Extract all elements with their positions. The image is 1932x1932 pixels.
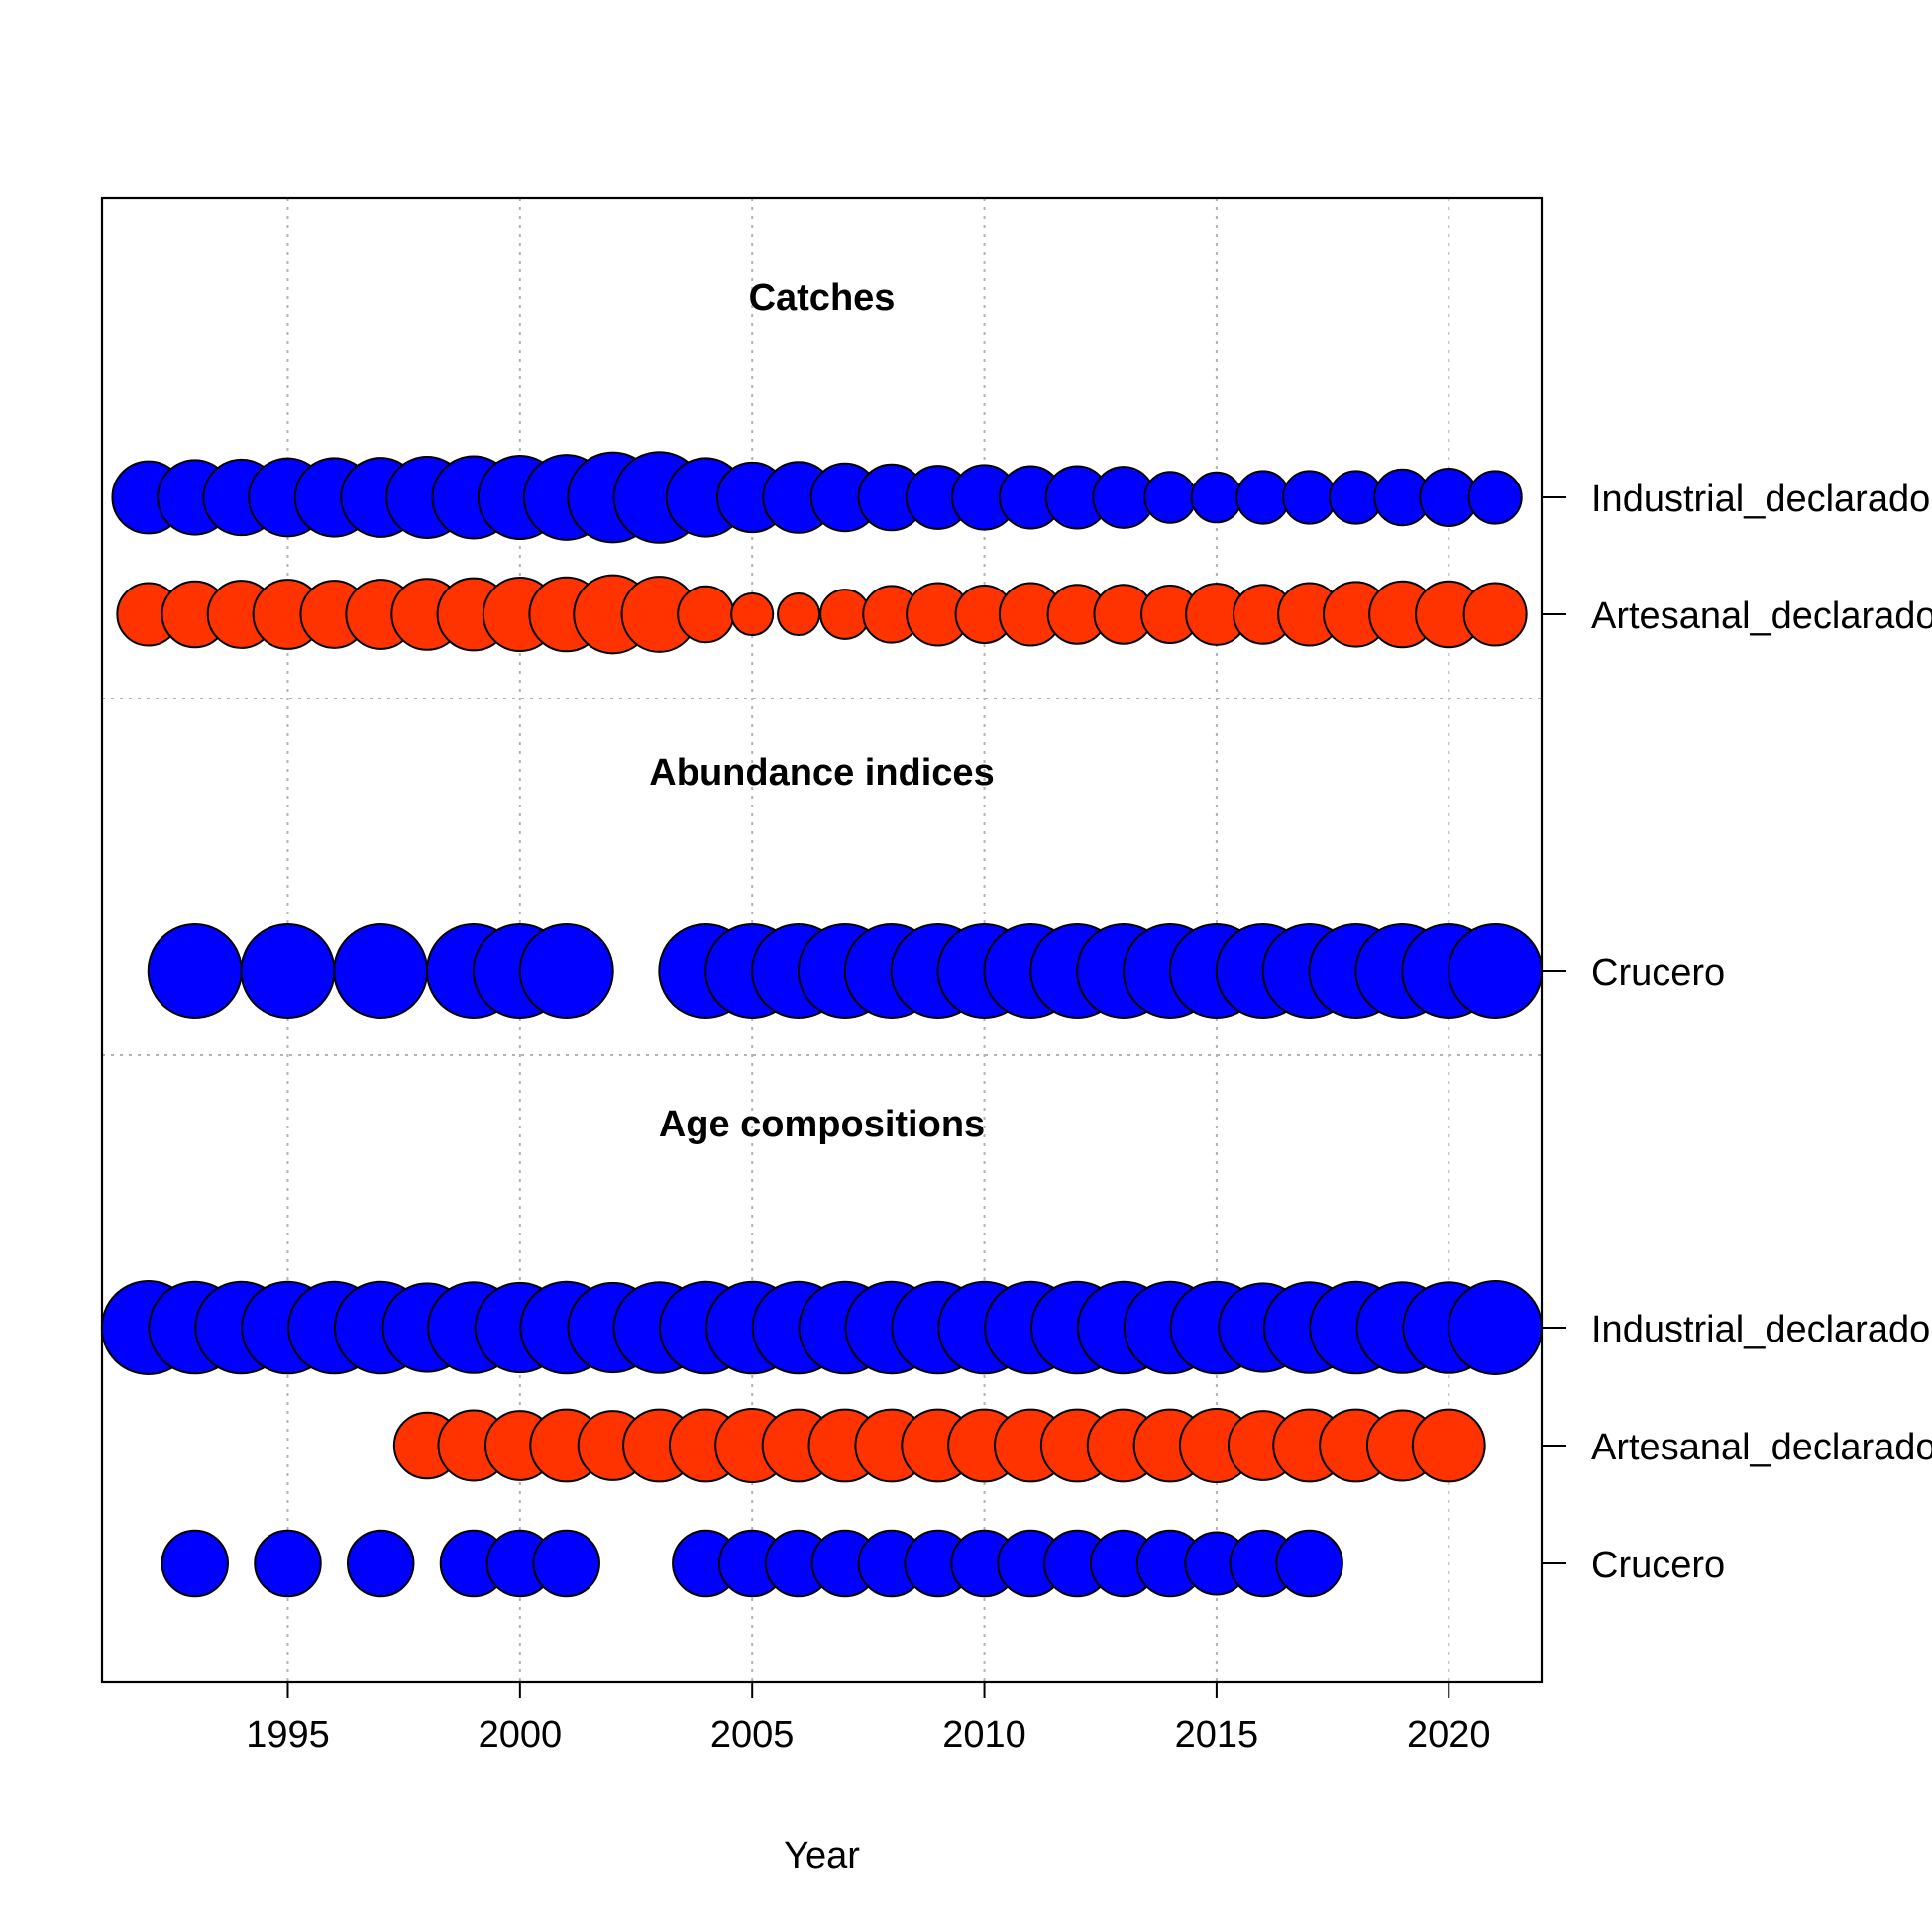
plot-frame [100,196,1544,1684]
bubble-Artesanal_declarado-2020 [1411,1408,1486,1483]
panel-title-1: Catches [749,277,896,319]
bubble-Artesanal_declarado-2005 [730,591,775,637]
x-axis: 1995 2000 2005 2010 2015 2020 [246,1682,1491,1756]
bubble-Crucero-2021 [1448,923,1544,1019]
bubbles [100,451,1544,1598]
x-tick-label-2020: 2020 [1407,1714,1491,1756]
bubble-Artesanal_declarado-2006 [777,591,821,637]
y-tick-label-Artesanal_declarado: Artesanal_declarado [1591,595,1932,637]
bubble-Artesanal_declarado-2004 [677,585,735,644]
x-tick-label-2015: 2015 [1175,1714,1259,1756]
bubble-Crucero-1993 [147,923,243,1019]
y-tick-label-Artesanal_declarado: Artesanal_declarado [1591,1427,1932,1468]
y-tick-label-Industrial_declarado: Industrial_declarado [1591,1309,1930,1350]
y-tick-label-Industrial_declarado: Industrial_declarado [1591,479,1930,520]
x-tick-label-1995: 1995 [246,1714,330,1756]
x-tick-label-2010: 2010 [942,1714,1026,1756]
bubble-Crucero-2001 [518,923,614,1019]
y-tick-label-Crucero: Crucero [1591,952,1725,994]
bubble-Artesanal_declarado-2021 [1462,582,1528,647]
bubble-Crucero-1995 [254,1529,322,1598]
bubble-Industrial_declarado-2014 [1143,471,1197,524]
bubble-Crucero-2001 [532,1529,600,1598]
x-tick-label-2005: 2005 [710,1714,795,1756]
y-axis-right: Industrial_declarado Artesanal_declarado C… [1542,479,1932,1586]
panel-titles: Catches Abundance indices Age compositions [649,277,994,1145]
bubble-Industrial_declarado-2016 [1235,470,1291,525]
bubble-Crucero-1997 [333,923,429,1019]
bubble-Crucero-2017 [1275,1529,1343,1598]
x-tick-label-2000: 2000 [479,1714,563,1756]
bubble-Crucero-1995 [240,923,336,1019]
bubble-Industrial_declarado-2021 [1448,1280,1544,1375]
y-tick-label-Crucero: Crucero [1591,1545,1725,1586]
x-axis-label: Year [784,1835,860,1877]
panel-title-3: Age compositions [659,1104,985,1145]
bubble-Crucero-1993 [161,1529,229,1598]
panel-title-2: Abundance indices [649,752,994,794]
bubble-Crucero-1997 [346,1529,415,1598]
bubble-Industrial_declarado-2021 [1467,470,1523,525]
bubble-Industrial_declarado-2015 [1190,471,1243,524]
bubble-Industrial_declarado-2017 [1282,470,1338,525]
